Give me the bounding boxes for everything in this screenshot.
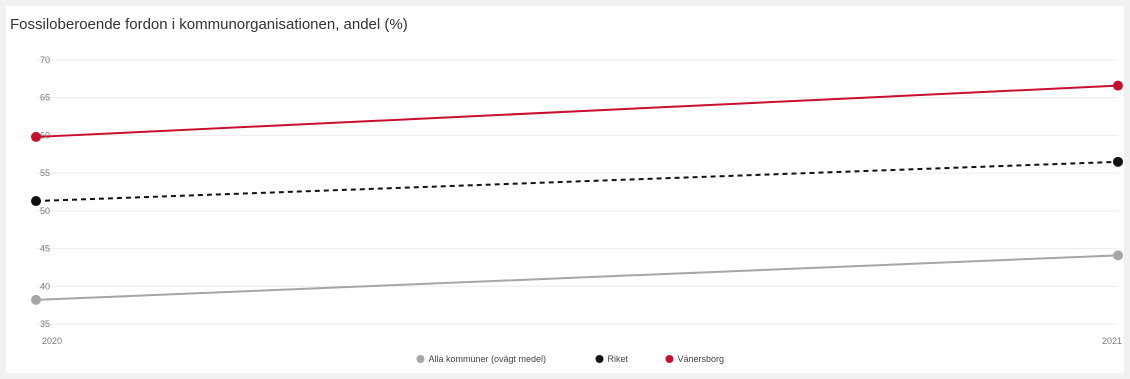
data-point bbox=[31, 294, 41, 305]
data-point bbox=[1113, 156, 1123, 167]
line-chart: 35 40 45 50 55 60 65 70 2020 2021 Alla kommuner (o… bbox=[31, 55, 1123, 364]
y-tick-label: 40 bbox=[40, 281, 50, 291]
y-tick-label: 45 bbox=[40, 244, 50, 254]
legend-label: Vänersborg bbox=[678, 354, 725, 364]
legend-label: Alla kommuner (ovägt medel) bbox=[429, 354, 547, 364]
chart-title: Fossiloberoende fordon i kommunorganisat… bbox=[10, 16, 408, 33]
data-point bbox=[31, 196, 41, 207]
y-tick-label: 65 bbox=[40, 93, 50, 103]
x-tick-label: 2021 bbox=[1102, 336, 1122, 346]
data-point bbox=[31, 131, 41, 142]
chart-card: Fossiloberoende fordon i kommunorganisat… bbox=[6, 6, 1124, 373]
data-point bbox=[1113, 250, 1123, 261]
data-point bbox=[1113, 80, 1123, 91]
legend-marker bbox=[665, 355, 674, 363]
y-tick-label: 55 bbox=[40, 168, 50, 178]
legend-marker bbox=[595, 355, 604, 363]
y-tick-label: 35 bbox=[40, 319, 50, 329]
series-line bbox=[35, 254, 1119, 301]
series-line bbox=[35, 160, 1119, 203]
series-line bbox=[35, 84, 1119, 138]
legend-marker bbox=[416, 355, 425, 363]
y-tick-label: 60 bbox=[40, 130, 50, 140]
y-tick-label: 70 bbox=[40, 55, 50, 65]
x-tick-label: 2020 bbox=[42, 336, 62, 346]
y-tick-label: 50 bbox=[40, 206, 50, 216]
legend-label: Riket bbox=[608, 354, 629, 364]
